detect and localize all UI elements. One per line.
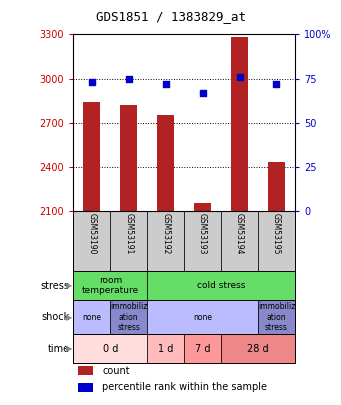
Bar <box>73 334 147 363</box>
Text: 28 d: 28 d <box>247 343 269 354</box>
Text: cold stress: cold stress <box>197 281 245 290</box>
Text: GSM53194: GSM53194 <box>235 213 244 254</box>
Point <box>89 79 94 85</box>
Text: immobiliz
ation
stress: immobiliz ation stress <box>258 302 295 332</box>
Text: GSM53191: GSM53191 <box>124 213 133 254</box>
Bar <box>110 211 147 271</box>
Text: ▶: ▶ <box>66 344 73 353</box>
Bar <box>73 300 110 334</box>
Bar <box>231 37 248 211</box>
Text: ▶: ▶ <box>66 281 73 290</box>
Bar <box>194 203 211 211</box>
Point <box>274 81 279 87</box>
Bar <box>73 271 147 300</box>
Text: stress: stress <box>41 281 70 291</box>
Text: GSM53190: GSM53190 <box>87 213 96 254</box>
Text: GDS1851 / 1383829_at: GDS1851 / 1383829_at <box>95 10 246 23</box>
Bar <box>84 102 100 211</box>
Bar <box>147 211 184 271</box>
Bar <box>147 334 184 363</box>
Text: percentile rank within the sample: percentile rank within the sample <box>102 382 267 392</box>
Text: none: none <box>82 313 101 322</box>
Bar <box>147 300 258 334</box>
Text: GSM53192: GSM53192 <box>161 213 170 254</box>
Bar <box>110 300 147 334</box>
Bar <box>258 300 295 334</box>
Text: room
temperature: room temperature <box>82 276 139 296</box>
Bar <box>268 162 285 211</box>
Text: 1 d: 1 d <box>158 343 173 354</box>
Point <box>237 74 242 80</box>
Text: 7 d: 7 d <box>195 343 210 354</box>
Text: time: time <box>48 343 70 354</box>
Bar <box>78 383 93 392</box>
Point <box>163 81 168 87</box>
Point <box>126 75 132 82</box>
Text: 0 d: 0 d <box>103 343 118 354</box>
Point <box>200 90 205 96</box>
Bar <box>78 366 93 375</box>
Bar <box>221 211 258 271</box>
Text: GSM53193: GSM53193 <box>198 213 207 254</box>
Bar <box>157 115 174 211</box>
Text: shock: shock <box>42 312 70 322</box>
Bar <box>184 334 221 363</box>
Text: none: none <box>193 313 212 322</box>
Bar <box>184 211 221 271</box>
Bar <box>258 211 295 271</box>
Text: GSM53195: GSM53195 <box>272 213 281 254</box>
Bar <box>73 211 110 271</box>
Bar <box>147 271 295 300</box>
Text: ▶: ▶ <box>66 313 73 322</box>
Bar <box>221 334 295 363</box>
Text: count: count <box>102 366 130 375</box>
Bar <box>120 105 137 211</box>
Text: immobiliz
ation
stress: immobiliz ation stress <box>110 302 147 332</box>
